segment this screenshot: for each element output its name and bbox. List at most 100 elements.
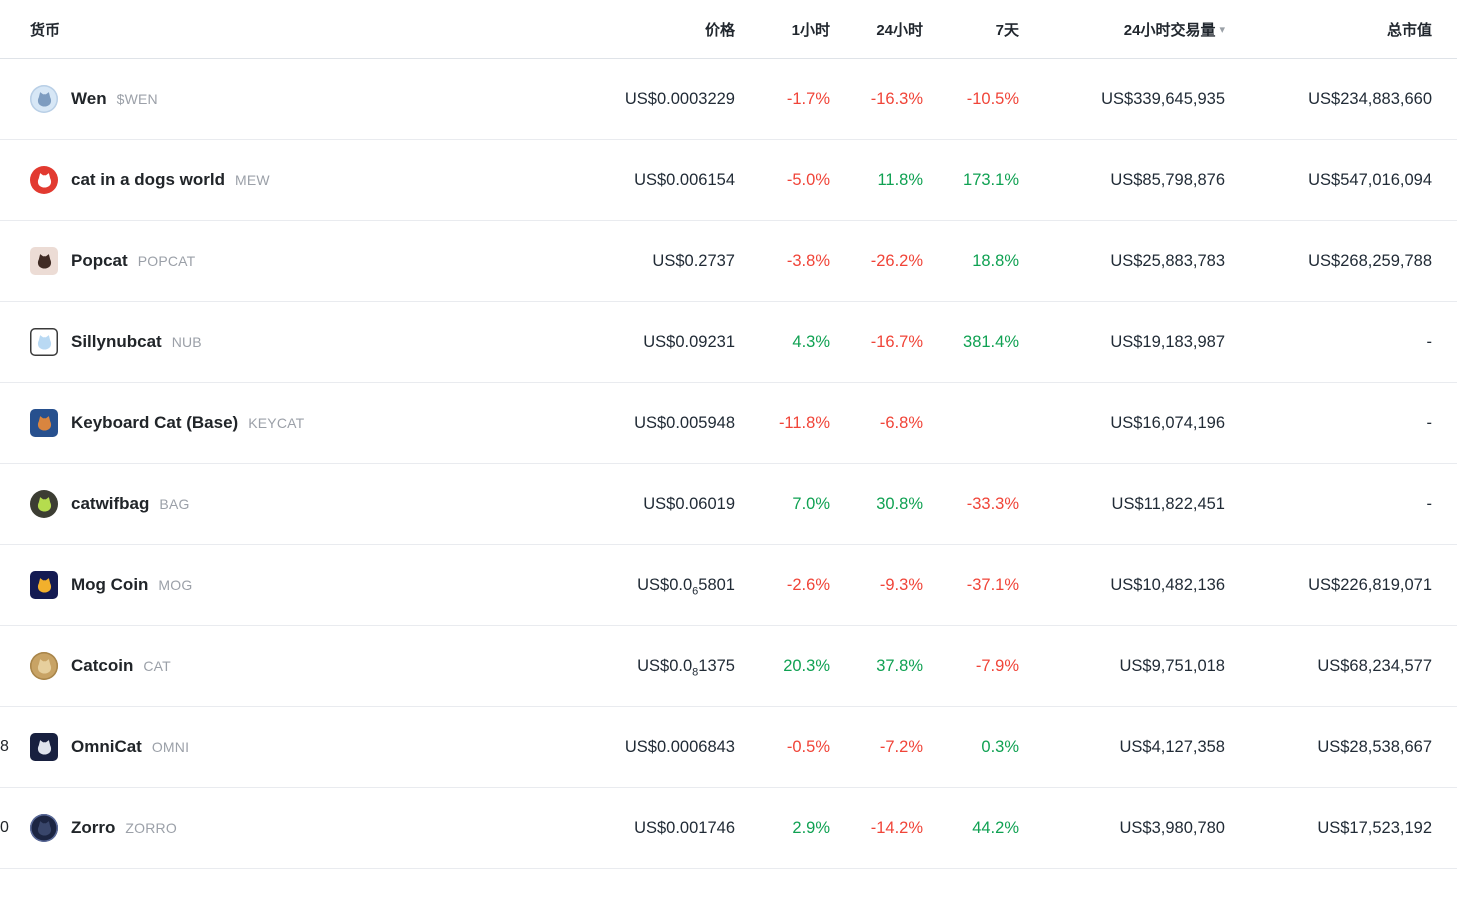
column-header-1h[interactable]: 1小时 — [791, 21, 830, 39]
table-header-row: 货币 价格 1小时 24小时 7天 24小时交易量 ▾ 总市值 — [0, 0, 1457, 59]
market-cap: - — [1426, 413, 1433, 432]
table-row[interactable]: catwifbag BAG US$0.06019 7.0% 30.8% -33.… — [0, 464, 1457, 545]
rank-fragment: 8 — [0, 738, 9, 755]
coin-icon — [30, 85, 58, 113]
coin-icon — [30, 652, 58, 680]
volume-24h: US$3,980,780 — [1119, 818, 1225, 837]
coin-icon — [30, 409, 58, 437]
coin-symbol: NUB — [171, 334, 202, 350]
coin-symbol: OMNI — [151, 739, 190, 755]
change-24h: -16.3% — [870, 89, 923, 108]
change-24h: -9.3% — [879, 575, 923, 594]
change-24h: -7.2% — [879, 737, 923, 756]
volume-24h: US$11,822,451 — [1111, 494, 1225, 513]
coin-icon — [30, 814, 58, 842]
change-1h: -0.5% — [786, 737, 830, 756]
coin-name: Wen — [71, 89, 107, 108]
change-1h: -2.6% — [786, 575, 830, 594]
coin-cell[interactable]: cat in a dogs world MEW — [16, 166, 575, 194]
change-7d: -37.1% — [966, 575, 1019, 594]
volume-24h: US$16,074,196 — [1110, 413, 1225, 432]
price-cell: US$0.006154 — [634, 170, 735, 189]
coin-cell[interactable]: catwifbag BAG — [16, 490, 575, 518]
coin-symbol: POPCAT — [137, 253, 196, 269]
table-row[interactable]: Wen $WEN US$0.0003229 -1.7% -16.3% -10.5… — [0, 59, 1457, 140]
change-7d: 18.8% — [972, 251, 1019, 270]
coin-cell[interactable]: Zorro ZORRO — [16, 814, 575, 842]
column-header-market-cap[interactable]: 总市值 — [1386, 21, 1432, 39]
market-cap: US$28,538,667 — [1317, 737, 1432, 756]
volume-header-label: 24小时交易量 — [1123, 21, 1216, 39]
coin-cell[interactable]: Mog Coin MOG — [16, 571, 575, 599]
volume-24h: US$4,127,358 — [1119, 737, 1225, 756]
coin-cell[interactable]: Wen $WEN — [16, 85, 575, 113]
column-header-7d[interactable]: 7天 — [995, 21, 1019, 39]
coin-icon — [30, 166, 58, 194]
table-row[interactable]: 0 Zorro ZORRO US$0.001746 2.9% -14.2% 44… — [0, 788, 1457, 869]
price-cell: US$0.065801 — [637, 575, 735, 597]
coin-name: Zorro — [71, 818, 116, 837]
table-row[interactable]: Mog Coin MOG US$0.065801 -2.6% -9.3% -37… — [0, 545, 1457, 626]
coin-name: Mog Coin — [71, 575, 149, 594]
column-header-price[interactable]: 价格 — [704, 21, 735, 39]
table-row[interactable]: Keyboard Cat (Base) KEYCAT US$0.005948 -… — [0, 383, 1457, 464]
change-24h: 37.8% — [876, 656, 923, 675]
change-24h: -26.2% — [870, 251, 923, 270]
change-7d: 173.1% — [963, 170, 1019, 189]
coin-name: Catcoin — [71, 656, 134, 675]
price-cell: US$0.005948 — [634, 413, 735, 432]
sort-desc-icon: ▾ — [1219, 23, 1225, 36]
table-row[interactable]: 8 OmniCat OMNI US$0.0006843 -0.5% -7.2% … — [0, 707, 1457, 788]
market-cap: US$547,016,094 — [1308, 170, 1432, 189]
coin-name: cat in a dogs world — [71, 170, 225, 189]
volume-24h: US$10,482,136 — [1110, 575, 1225, 594]
coin-symbol: $WEN — [116, 91, 158, 107]
volume-24h: US$25,883,783 — [1110, 251, 1225, 270]
price-cell: US$0.06019 — [643, 494, 735, 513]
coin-symbol: MEW — [234, 172, 270, 188]
coin-name: catwifbag — [71, 494, 150, 513]
coin-cell[interactable]: Sillynubcat NUB — [16, 328, 575, 356]
coin-icon — [30, 328, 58, 356]
coin-name: Sillynubcat — [71, 332, 162, 351]
coin-symbol: BAG — [159, 496, 190, 512]
change-24h: 11.8% — [877, 170, 923, 189]
change-7d: 44.2% — [972, 818, 1019, 837]
table-body: Wen $WEN US$0.0003229 -1.7% -16.3% -10.5… — [0, 59, 1457, 869]
coin-name: Keyboard Cat (Base) — [71, 413, 239, 432]
table-row[interactable]: cat in a dogs world MEW US$0.006154 -5.0… — [0, 140, 1457, 221]
rank-fragment: 0 — [0, 819, 9, 836]
coin-cell[interactable]: Popcat POPCAT — [16, 247, 575, 275]
coin-icon — [30, 247, 58, 275]
change-7d: -10.5% — [966, 89, 1019, 108]
column-header-volume[interactable]: 24小时交易量 ▾ — [1019, 19, 1225, 40]
coin-cell[interactable]: OmniCat OMNI — [16, 733, 575, 761]
table-row[interactable]: Popcat POPCAT US$0.2737 -3.8% -26.2% 18.… — [0, 221, 1457, 302]
column-header-coin[interactable]: 货币 — [30, 21, 61, 39]
change-1h: 2.9% — [792, 818, 830, 837]
coin-cell[interactable]: Catcoin CAT — [16, 652, 575, 680]
market-cap: - — [1426, 332, 1433, 351]
coin-symbol: ZORRO — [125, 820, 177, 836]
table-row[interactable]: Catcoin CAT US$0.081375 20.3% 37.8% -7.9… — [0, 626, 1457, 707]
price-cell: US$0.09231 — [643, 332, 735, 351]
table-row[interactable]: Sillynubcat NUB US$0.09231 4.3% -16.7% 3… — [0, 302, 1457, 383]
change-7d: -7.9% — [975, 656, 1019, 675]
coin-table: 货币 价格 1小时 24小时 7天 24小时交易量 ▾ 总市值 Wen $WEN… — [0, 0, 1457, 869]
coin-symbol: CAT — [143, 658, 171, 674]
coin-cell[interactable]: Keyboard Cat (Base) KEYCAT — [16, 409, 575, 437]
price-cell: US$0.0006843 — [624, 737, 735, 756]
market-cap: US$226,819,071 — [1308, 575, 1432, 594]
change-24h: -16.7% — [870, 332, 923, 351]
coin-name: OmniCat — [71, 737, 142, 756]
change-24h: -14.2% — [870, 818, 923, 837]
change-1h: 7.0% — [792, 494, 830, 513]
coin-symbol: KEYCAT — [248, 415, 305, 431]
change-1h: -1.7% — [786, 89, 830, 108]
volume-24h: US$339,645,935 — [1101, 89, 1225, 108]
market-cap: US$68,234,577 — [1317, 656, 1432, 675]
price-cell: US$0.2737 — [652, 251, 735, 270]
column-header-24h[interactable]: 24小时 — [876, 21, 923, 39]
coin-icon — [30, 733, 58, 761]
change-1h: 4.3% — [792, 332, 830, 351]
